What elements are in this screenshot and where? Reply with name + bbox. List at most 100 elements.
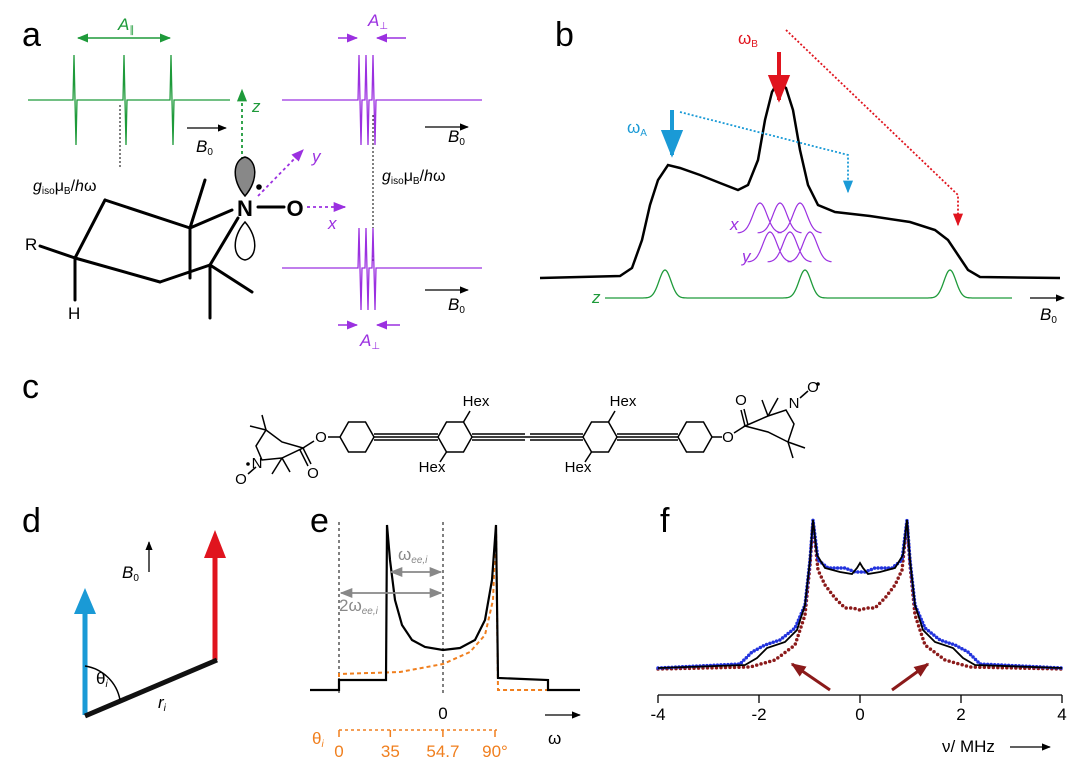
giso-label-part: μ <box>404 168 413 185</box>
panel-label: d <box>22 502 41 540</box>
atom: O <box>807 379 819 396</box>
molecule-part <box>103 198 192 230</box>
giso-label-part: ω <box>84 178 97 195</box>
atom: N <box>789 395 800 412</box>
substituent: Hex <box>463 393 490 410</box>
panel-c: c N O O O <box>22 368 820 488</box>
giso-label: gisoμB/hω <box>382 168 445 187</box>
radical-dot <box>816 382 820 386</box>
x-tick-label: -2 <box>751 705 766 724</box>
molecule-part <box>73 256 162 284</box>
chemical-structure-part <box>302 440 315 449</box>
chemical-structure-part <box>767 397 779 417</box>
giso-label-part: iso <box>42 186 55 197</box>
a-perp-label-part: ⊥ <box>371 341 380 352</box>
omega-a-label-part: A <box>640 128 647 139</box>
omega-axis-label: ω <box>548 729 561 748</box>
radical-dot <box>256 184 262 190</box>
omega-ee-label: ωee,i <box>398 545 428 566</box>
molecule-part <box>188 178 207 230</box>
chemical-structure-part <box>761 399 769 417</box>
giso-label-part: g <box>33 178 42 195</box>
observe-link <box>679 111 854 194</box>
atom: O <box>315 429 327 446</box>
omega-b-label: ωB <box>738 29 758 50</box>
simulated-spectrum <box>656 521 1064 671</box>
giso-label-part: B <box>64 186 71 197</box>
z-label: z <box>251 97 261 116</box>
giso-label-part: h <box>424 168 433 185</box>
theta-label-part: i <box>105 679 108 690</box>
molecule <box>38 178 286 320</box>
two-omega-ee-label: 2ωee,i <box>339 596 379 617</box>
chemical-structure-part <box>339 421 375 453</box>
chemical-structure-part <box>247 466 257 475</box>
b0-label-part: B <box>196 137 207 156</box>
y-label: y <box>741 247 752 266</box>
giso-label-part: μ <box>55 178 64 195</box>
omega-a-label: ωA <box>627 118 647 139</box>
b0-label: B0 <box>448 295 465 316</box>
giso-label-part: h <box>75 178 84 195</box>
giso-label-part: iso <box>391 176 404 187</box>
panel-b: b ωB ωA x y z B0 <box>539 16 1065 326</box>
two-omega-ee-label-part: ee,i <box>362 606 379 617</box>
b0-label-part: 0 <box>1051 315 1057 326</box>
x-label: x <box>729 215 739 234</box>
b0-label: B0 <box>196 137 213 158</box>
b0-label-part: 0 <box>207 147 213 158</box>
x-tick-label: 0 <box>855 705 864 724</box>
atom: N <box>237 196 253 221</box>
feature-arrow <box>891 662 930 692</box>
atom: O <box>235 471 247 488</box>
chemical-structure-part <box>799 390 809 399</box>
theta-tick-label: 90° <box>482 742 508 761</box>
substituent: Hex <box>610 393 637 410</box>
panel-e: e ωee,i 2ωee,i 0 ω θi 0 35 54.7 90° <box>310 502 581 761</box>
spectrum-perp-top <box>282 54 482 146</box>
two-omega-ee-label-part: 2ω <box>339 596 362 615</box>
chemical-structure-part <box>299 449 309 467</box>
a-parallel-label-part: A <box>117 15 129 34</box>
theta-label-part: θ <box>96 669 105 688</box>
spectrum <box>539 80 1061 280</box>
atom: O <box>286 196 303 221</box>
theta-tick-label: 0 <box>334 742 343 761</box>
panel-label: f <box>660 502 670 540</box>
atom: O <box>735 392 747 409</box>
a-parallel-label-part: ∥ <box>129 25 134 36</box>
theta-tick-label: 35 <box>381 742 400 761</box>
r-label: ri <box>158 693 167 714</box>
orbital-lobe <box>234 156 256 198</box>
b0-label-part: B <box>448 127 459 146</box>
panel-label: a <box>22 16 41 54</box>
b0-label-part: 0 <box>133 573 139 584</box>
x-tick-label: 2 <box>956 705 965 724</box>
b0-label-part: B <box>122 563 133 582</box>
chemical-structure-part <box>249 425 267 431</box>
b0-label: B0 <box>448 127 465 148</box>
b0-label-part: 0 <box>459 305 465 316</box>
substituent: Hex <box>565 459 592 476</box>
theta-tick-label: 54.7 <box>426 742 459 761</box>
theta-label: θi <box>96 669 108 690</box>
x-label: x <box>327 214 337 233</box>
a-perp-label-part: ⊥ <box>379 21 388 32</box>
b0-label-part: 0 <box>459 137 465 148</box>
theta-axis-label-part: θ <box>312 729 321 748</box>
molecule-part <box>208 216 240 267</box>
panel-label: e <box>310 502 329 540</box>
arrowhead <box>204 530 226 558</box>
molecule-part <box>158 263 212 284</box>
feature-arrow <box>790 662 831 692</box>
molecule-part <box>38 244 77 260</box>
experimental-spectrum <box>657 519 1063 669</box>
chemical-structure-part <box>740 409 746 427</box>
pake-pattern <box>310 524 580 692</box>
x-component <box>737 202 822 234</box>
chemical-structure-part <box>437 421 473 453</box>
chemical-structure-part <box>271 457 283 475</box>
chemical-structure-part <box>584 451 593 463</box>
